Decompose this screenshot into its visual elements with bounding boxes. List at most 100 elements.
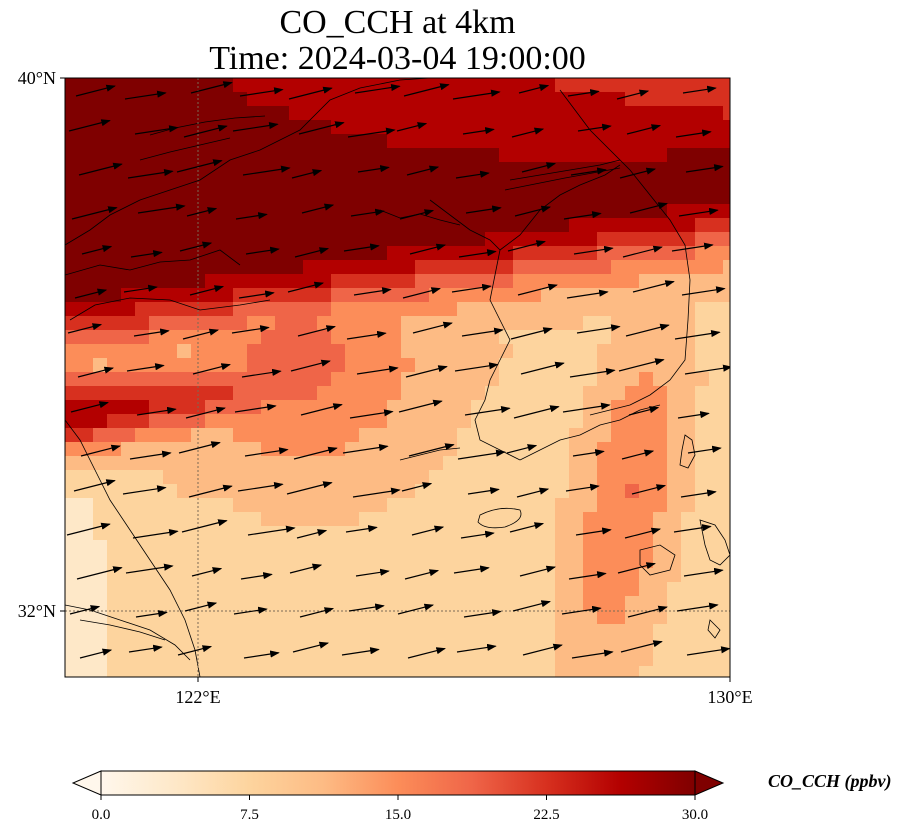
field-cell: [275, 610, 290, 625]
field-cell: [149, 176, 164, 191]
field-cell: [555, 288, 570, 303]
field-cell: [485, 162, 500, 177]
field-cell: [695, 568, 710, 583]
field-cell: [233, 344, 248, 359]
wind-arrow: [412, 321, 453, 334]
field-cell: [233, 414, 248, 429]
field-cell: [345, 526, 360, 541]
field-cell: [401, 260, 416, 275]
field-cell: [611, 596, 626, 611]
field-cell: [275, 218, 290, 233]
field-cell: [513, 456, 528, 471]
wind-arrow: [516, 487, 550, 498]
field-cell: [527, 78, 542, 93]
wind-arrow: [353, 287, 392, 296]
field-cell: [79, 260, 94, 275]
field-cell: [233, 582, 248, 597]
field-cell: [233, 190, 248, 205]
field-cell: [401, 554, 416, 569]
field-cell: [289, 106, 304, 121]
field-cell: [457, 540, 472, 555]
field-cell: [345, 470, 360, 485]
field-cell: [457, 498, 472, 513]
field-cell: [79, 274, 94, 289]
field-cell: [345, 414, 360, 429]
field-cell: [541, 526, 556, 541]
field-cell: [79, 302, 94, 317]
field-cell: [471, 666, 486, 677]
field-cell: [401, 456, 416, 471]
field-cell: [583, 470, 598, 485]
field-cell: [205, 246, 220, 261]
field-cell: [583, 316, 598, 331]
field-cell: [569, 624, 584, 639]
field-cell: [709, 540, 724, 555]
field-cell: [219, 344, 234, 359]
field-cell: [499, 372, 514, 387]
field-cell: [135, 330, 150, 345]
field-cell: [541, 554, 556, 569]
field-cell: [541, 246, 556, 261]
wind-arrow: [682, 85, 717, 94]
wind-arrow: [520, 361, 565, 375]
field-cell: [555, 246, 570, 261]
field-cell: [653, 232, 668, 247]
field-cell: [275, 638, 290, 653]
field-cell: [135, 358, 150, 373]
field-cell: [149, 106, 164, 121]
field-cell: [555, 456, 570, 471]
field-cell: [611, 204, 626, 219]
field-cell: [457, 414, 472, 429]
field-cell: [611, 624, 626, 639]
field-cell: [261, 148, 276, 163]
field-cell: [387, 274, 402, 289]
field-cell: [219, 428, 234, 443]
field-cell: [415, 78, 430, 93]
field-cell: [205, 316, 220, 331]
field-cell: [611, 582, 626, 597]
field-cell: [555, 106, 570, 121]
field-cell: [247, 624, 262, 639]
wind-arrow: [349, 409, 394, 419]
field-cell: [639, 470, 654, 485]
wind-arrow: [455, 170, 490, 179]
field-cell: [149, 344, 164, 359]
field-cell: [205, 386, 220, 401]
field-cell: [373, 610, 388, 625]
field-cell: [527, 288, 542, 303]
field-cell: [457, 456, 472, 471]
field-cell: [527, 470, 542, 485]
field-cell: [303, 372, 318, 387]
field-cell: [233, 512, 248, 527]
field-cell: [401, 638, 416, 653]
field-cell: [233, 428, 248, 443]
field-cell: [583, 78, 598, 93]
field-cell: [569, 400, 584, 415]
field-cell: [121, 120, 136, 135]
field-cell: [275, 596, 290, 611]
wind-arrow: [73, 479, 116, 492]
field-cell: [597, 106, 612, 121]
field-cell: [499, 484, 514, 499]
field-cell: [401, 176, 416, 191]
field-cell: [233, 638, 248, 653]
field-cell: [709, 274, 724, 289]
field-cell: [513, 106, 528, 121]
field-cell: [415, 218, 430, 233]
field-cell: [667, 330, 682, 345]
field-cell: [247, 470, 262, 485]
field-cell: [65, 134, 80, 149]
field-cell: [317, 526, 332, 541]
field-cell: [331, 302, 346, 317]
wind-arrow: [189, 285, 225, 296]
field-cell: [331, 596, 346, 611]
field-cell: [135, 470, 150, 485]
field-cell: [457, 190, 472, 205]
field-cell: [359, 400, 374, 415]
field-cell: [107, 134, 122, 149]
field-cell: [611, 568, 626, 583]
field-cell: [415, 106, 430, 121]
field-cell: [443, 120, 458, 135]
field-cell: [289, 344, 304, 359]
field-cell: [317, 246, 332, 261]
